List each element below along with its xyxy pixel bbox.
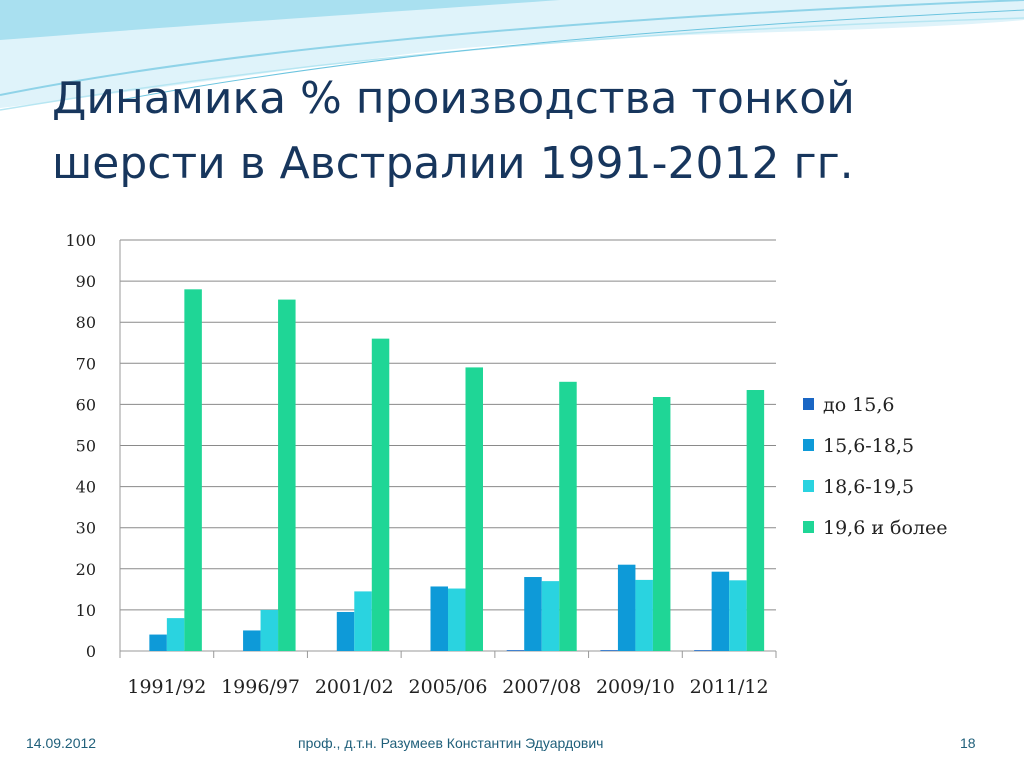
bar — [149, 634, 167, 651]
y-tick-label: 30 — [76, 519, 96, 538]
slide-title: Динамика % производства тонкой шерсти в … — [52, 73, 855, 189]
bar — [430, 586, 448, 651]
y-tick-label: 0 — [86, 642, 96, 661]
bar — [694, 650, 712, 651]
x-tick-label: 2009/10 — [596, 676, 675, 698]
chart-y-axis: 0 10 20 30 40 50 60 70 80 90 100 — [65, 231, 121, 661]
y-tick-label: 80 — [76, 313, 96, 332]
bar — [559, 381, 577, 651]
bar — [600, 650, 618, 651]
x-tick-label: 2011/12 — [690, 676, 769, 698]
header-wave-decoration — [0, 0, 1024, 111]
bar — [711, 571, 730, 651]
x-tick-label: 2005/06 — [409, 676, 488, 698]
bar — [354, 591, 372, 651]
legend-swatch — [803, 439, 814, 451]
x-tick-label: 1996/97 — [221, 676, 300, 698]
x-tick-label: 2007/08 — [502, 676, 581, 698]
chart-legend: до 15,6 15,6-18,5 18,6-19,5 19,6 и более — [803, 394, 947, 539]
y-tick-label: 40 — [76, 478, 96, 497]
y-tick-label: 60 — [76, 395, 96, 414]
bar — [336, 611, 355, 651]
bar — [184, 289, 202, 651]
bar — [260, 609, 279, 651]
legend-label: 15,6-18,5 — [823, 435, 914, 457]
chart-x-axis: 1991/92 1996/97 2001/02 2005/06 2007/08 2009/… — [119, 651, 777, 698]
legend-label: до 15,6 — [823, 394, 894, 416]
y-tick-label: 90 — [76, 272, 96, 291]
y-tick-label: 10 — [76, 601, 96, 620]
footer-page-number: 18 — [960, 735, 976, 751]
y-tick-label: 100 — [65, 231, 96, 250]
y-tick-label: 50 — [76, 437, 96, 456]
footer-author: проф., д.т.н. Разумеев Константин Эдуард… — [298, 735, 604, 751]
legend-label: 19,6 и более — [823, 517, 947, 539]
bar — [278, 299, 296, 651]
bar — [617, 564, 636, 651]
x-tick-label: 1991/92 — [127, 676, 206, 698]
legend-swatch — [803, 398, 814, 410]
bar — [166, 618, 185, 651]
bar — [524, 577, 542, 651]
bar — [541, 581, 560, 651]
legend-label: 18,6-19,5 — [823, 476, 914, 498]
chart-bars — [149, 289, 765, 651]
footer-date: 14.09.2012 — [26, 735, 97, 751]
x-tick-label: 2001/02 — [315, 676, 394, 698]
legend-swatch — [803, 480, 814, 492]
bar — [635, 579, 653, 651]
bar — [371, 338, 390, 651]
y-tick-label: 70 — [76, 354, 96, 373]
bar — [652, 397, 671, 651]
y-tick-label: 20 — [76, 560, 96, 579]
bar — [448, 588, 466, 651]
bar — [729, 580, 747, 651]
bar — [506, 650, 525, 651]
bar — [746, 390, 765, 651]
bar — [465, 367, 483, 651]
bar — [243, 630, 261, 651]
legend-swatch — [803, 521, 814, 533]
